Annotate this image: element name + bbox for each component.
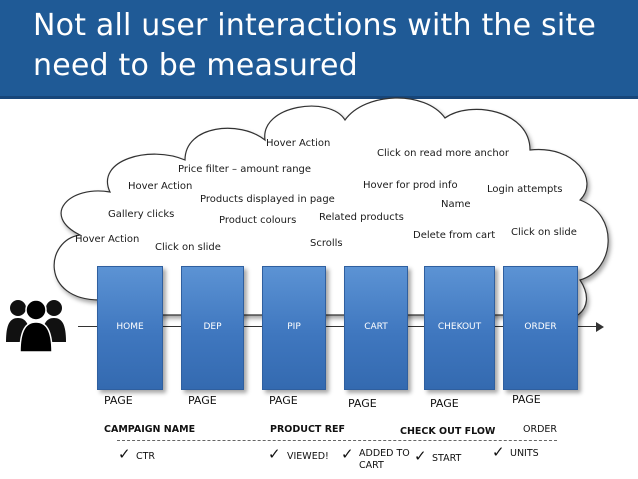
metric-units: UNITS [510, 448, 539, 459]
metric-product-ref: PRODUCT REF [270, 424, 346, 435]
page-box-home: HOME [97, 266, 163, 390]
metric-viewed: VIEWED! [287, 451, 329, 462]
page-caption-order: PAGE [512, 393, 541, 406]
check-icon: ✓ [414, 447, 427, 465]
label-name: Name [441, 199, 471, 210]
metric-added-to: ADDED TO [359, 448, 410, 459]
page-caption-dep: PAGE [188, 394, 217, 407]
page-box-cart: CART [344, 266, 408, 390]
page-box-pip: PIP [262, 266, 326, 390]
page-box-dep: DEP [181, 266, 244, 390]
label-click-on-slide-right: Click on slide [511, 227, 577, 238]
label-products-displayed: Products displayed in page [200, 194, 335, 205]
page-box-label: DEP [203, 322, 222, 332]
metrics-divider [117, 440, 557, 441]
label-hover-action-far-left: Hover Action [75, 234, 140, 245]
metric-cart: CART [359, 460, 384, 471]
page-box-label: CART [364, 322, 388, 332]
page-box-label: PIP [287, 322, 301, 332]
label-hover-action-top: Hover Action [266, 138, 331, 149]
page-box-label: ORDER [524, 322, 557, 332]
page-box-chekout: CHEKOUT [424, 266, 495, 390]
label-click-read-more: Click on read more anchor [377, 148, 509, 159]
label-product-colours: Product colours [219, 215, 297, 226]
page-caption-pip: PAGE [269, 394, 298, 407]
check-icon: ✓ [268, 445, 281, 463]
users-group-icon [6, 299, 66, 353]
title-line-1: Not all user interactions with the site [33, 8, 597, 43]
metric-ctr: CTR [136, 451, 156, 462]
page-caption-home: PAGE [104, 394, 133, 407]
check-icon: ✓ [492, 443, 505, 461]
page-caption-chekout: PAGE [430, 397, 459, 410]
title-banner: Not all user interactions with the site … [0, 0, 638, 99]
page-box-label: CHEKOUT [437, 322, 482, 332]
metric-checkout-flow: CHECK OUT FLOW [400, 426, 496, 437]
check-icon: ✓ [118, 445, 131, 463]
label-click-on-slide-left: Click on slide [155, 242, 221, 253]
page-caption-cart: PAGE [348, 397, 377, 410]
label-gallery-clicks: Gallery clicks [108, 209, 175, 220]
label-delete-from-cart: Delete from cart [413, 230, 496, 241]
title-line-2: need to be measured [33, 48, 358, 83]
label-hover-prod-info: Hover for prod info [363, 180, 458, 191]
label-login-attempts: Login attempts [487, 184, 563, 195]
page-box-order: ORDER [503, 266, 578, 390]
label-price-filter: Price filter – amount range [178, 164, 312, 175]
label-related-products: Related products [319, 212, 404, 223]
check-icon: ✓ [341, 445, 354, 463]
flow-arrow-head [596, 322, 604, 332]
page-box-label: HOME [116, 322, 144, 332]
label-hover-action-left: Hover Action [128, 181, 193, 192]
metric-campaign-name: CAMPAIGN NAME [104, 424, 196, 435]
flow-arrow-line [78, 326, 598, 327]
label-scrolls: Scrolls [310, 238, 343, 249]
metric-start: START [432, 453, 462, 464]
metric-order: ORDER [523, 424, 557, 435]
